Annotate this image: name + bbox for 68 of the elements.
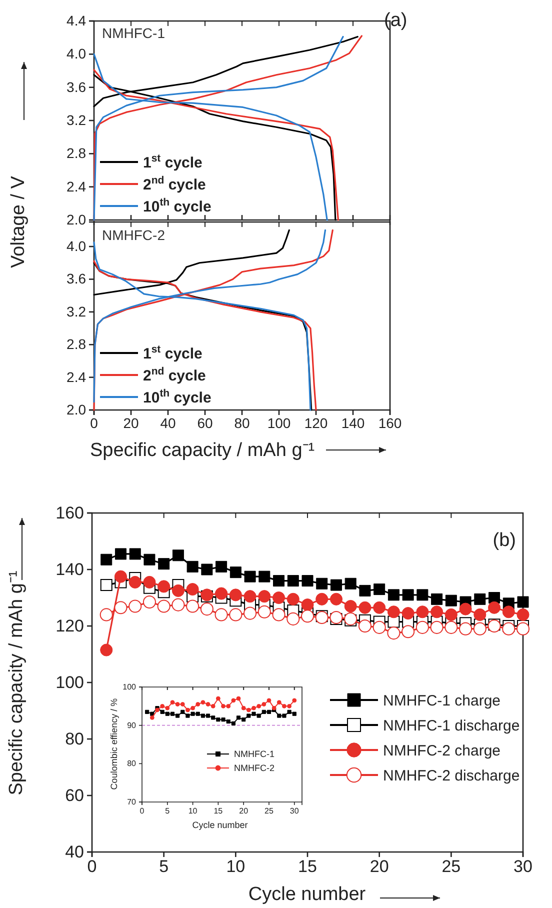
- y-tick-label: 90: [127, 720, 137, 730]
- y-tick-label: 3.6: [66, 78, 86, 95]
- legend-label: 1$^{st}$ cycle: [143, 152, 202, 172]
- y-axis-title: Specific capacity / mAh g⁻¹: [6, 570, 27, 796]
- y-tick-label: 80: [65, 729, 84, 748]
- y-axis-title: Coulombic effiency / %: [109, 698, 119, 790]
- y-axis-title: Voltage / V: [8, 176, 29, 268]
- legend-label: NMHFC-1 discharge: [383, 717, 520, 734]
- x-axis-title: Cycle number: [248, 884, 366, 905]
- x-tick-label: 140: [341, 414, 365, 431]
- y-tick-label: 40: [65, 842, 84, 862]
- x-tick-label: 5: [165, 806, 170, 816]
- annotation: (b): [492, 530, 516, 551]
- legend-label: 1$^{st}$ cycle: [143, 343, 202, 362]
- x-tick-label: 10: [226, 857, 246, 876]
- legend-label: 10$^{th}$ cycle: [143, 196, 212, 216]
- x-tick-label: 25: [264, 806, 274, 816]
- x-tick-label: 15: [298, 857, 317, 876]
- y-tick-label: 2.8: [66, 336, 86, 352]
- x-axis-title: Cycle number: [192, 820, 248, 830]
- chart-title: NMHFC-1: [102, 25, 166, 41]
- legend-label: 2$^{nd}$ cycle: [143, 174, 206, 194]
- y-tick-label: 2.4: [66, 178, 86, 194]
- legend-label: NMHFC-2: [234, 763, 274, 774]
- x-tick-label: 30: [290, 806, 300, 816]
- x-tick-label: 60: [197, 414, 213, 431]
- y-tick-label: 3.6: [66, 270, 86, 287]
- legend-label: 10$^{th}$ cycle: [143, 387, 212, 406]
- y-tick-label: 160: [56, 503, 84, 522]
- y-tick-label: 4.0: [66, 238, 86, 254]
- y-tick-label: 70: [127, 798, 137, 807]
- x-tick-label: 0: [87, 857, 97, 876]
- y-tick-label: 140: [56, 560, 84, 579]
- x-tick-label: 20: [239, 806, 249, 816]
- x-tick-label: 0: [90, 414, 98, 431]
- x-tick-label: 40: [160, 414, 176, 431]
- y-tick-label: 3.2: [66, 303, 86, 320]
- legend-label: NMHFC-2 discharge: [383, 767, 520, 784]
- y-tick-label: 100: [122, 682, 137, 692]
- y-tick-label: 80: [127, 759, 137, 768]
- y-tick-label: 2.8: [66, 145, 86, 162]
- legend-label: 2$^{nd}$ cycle: [143, 365, 206, 384]
- x-tick-label: 10: [188, 806, 198, 816]
- x-tick-label: 30: [514, 857, 532, 876]
- y-tick-label: 4.4: [66, 12, 86, 28]
- x-tick-label: 15: [214, 806, 224, 816]
- y-tick-label: 2.0: [66, 401, 86, 418]
- x-tick-label: 5: [159, 857, 169, 876]
- x-axis-title: Specific capacity / mAh g⁻¹: [90, 440, 315, 461]
- x-tick-label: 100: [267, 414, 291, 431]
- legend-label: NMHFC-1: [234, 749, 274, 760]
- y-tick-label: 2.0: [66, 211, 86, 228]
- x-tick-label: 120: [304, 414, 328, 431]
- legend-label: NMHFC-2 charge: [383, 742, 501, 760]
- chart-title: NMHFC-2: [102, 227, 166, 243]
- x-tick-label: 0: [140, 806, 145, 816]
- x-tick-label: 20: [370, 857, 389, 876]
- y-tick-label: 3.2: [66, 112, 86, 128]
- y-tick-label: 4.0: [66, 46, 86, 62]
- y-tick-label: 100: [56, 672, 84, 692]
- x-tick-label: 25: [442, 857, 461, 876]
- legend-label: NMHFC-1 charge: [383, 692, 501, 710]
- annotation: (a): [384, 10, 408, 31]
- y-tick-label: 2.4: [66, 368, 86, 385]
- x-tick-label: 20: [123, 414, 139, 431]
- x-tick-label: 80: [234, 414, 250, 431]
- y-tick-label: 120: [56, 616, 84, 636]
- x-tick-label: 160: [378, 414, 402, 431]
